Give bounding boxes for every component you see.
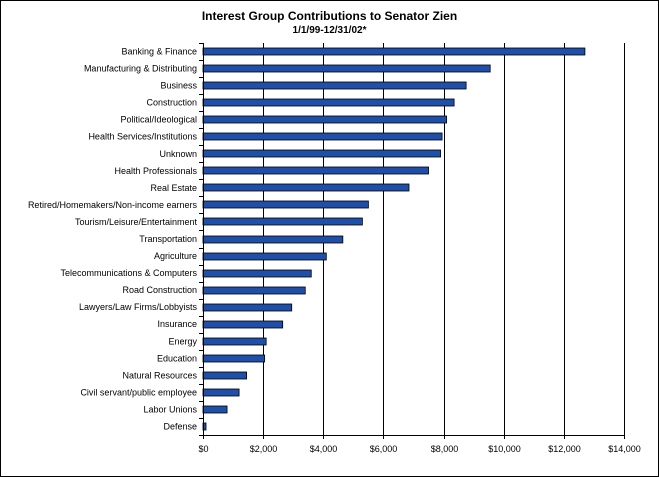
bar-15: [202, 303, 293, 312]
category-label: Construction: [146, 98, 197, 108]
category-label: Defense: [163, 421, 197, 431]
category-label: Insurance: [157, 319, 197, 329]
x-tick-label: $6,000: [370, 444, 398, 454]
category-label: Health Services/Institutions: [88, 132, 197, 142]
bar-11: [202, 235, 344, 244]
category-label: Agriculture: [154, 251, 197, 261]
bar-16: [202, 320, 284, 329]
category-label: Road Construction: [122, 285, 197, 295]
bar-14: [202, 286, 306, 295]
x-tick-label: $10,000: [488, 444, 521, 454]
category-label: Natural Resources: [122, 370, 197, 380]
bar-1: [202, 64, 491, 73]
category-label: Tourism/Leisure/Entertainment: [75, 217, 198, 227]
bar-21: [202, 405, 228, 414]
bar-4: [202, 115, 447, 124]
category-label: Education: [157, 353, 197, 363]
gridlines: [263, 43, 625, 435]
x-tick-label: $2,000: [250, 444, 278, 454]
bar-8: [202, 183, 410, 192]
category-label: Energy: [168, 336, 197, 346]
category-label: Lawyers/Law Firms/Lobbyists: [79, 302, 198, 312]
bars: [202, 47, 586, 431]
bar-20: [202, 388, 240, 397]
category-label: Real Estate: [150, 183, 197, 193]
chart-subtitle: 1/1/99-12/31/02*: [292, 25, 367, 36]
x-tick-label: $4,000: [310, 444, 338, 454]
bar-13: [202, 269, 312, 278]
x-tick-labels: $0 $2,000 $4,000 $6,000 $8,000 $10,000 $12,000…: [198, 444, 640, 454]
x-tick-label: $8,000: [431, 444, 459, 454]
bar-6: [202, 149, 441, 158]
bar-3: [202, 98, 455, 107]
category-label: Telecommunications & Computers: [60, 268, 197, 278]
bar-19: [202, 371, 248, 380]
category-label: Civil servant/public employee: [80, 387, 197, 397]
chart-title: Interest Group Contributions to Senator …: [201, 9, 458, 23]
bar-10: [202, 217, 363, 226]
bar-5: [202, 132, 443, 141]
category-label: Banking & Finance: [121, 47, 197, 57]
bar-0: [202, 47, 586, 56]
x-tick-label: $12,000: [548, 444, 581, 454]
category-label: Health Professionals: [114, 166, 197, 176]
category-label: Unknown: [159, 149, 197, 159]
category-label: Transportation: [139, 234, 197, 244]
bar-18: [202, 354, 266, 363]
category-label: Labor Unions: [143, 404, 197, 414]
bar-7: [202, 166, 429, 175]
bar-9: [202, 200, 369, 209]
bar-2: [202, 81, 467, 90]
bar-17: [202, 337, 267, 346]
axes: [199, 43, 625, 439]
category-label: Political/Ideological: [120, 115, 197, 125]
bar-12: [202, 252, 327, 261]
category-label: Manufacturing & Distributing: [84, 64, 197, 74]
category-label: Retired/Homemakers/Non-income earners: [28, 200, 198, 210]
category-label: Business: [160, 81, 197, 91]
category-labels: Banking & Finance Manufacturing & Distrib…: [28, 47, 198, 432]
x-tick-label: $14,000: [608, 444, 641, 454]
x-tick-label: $0: [198, 444, 208, 454]
